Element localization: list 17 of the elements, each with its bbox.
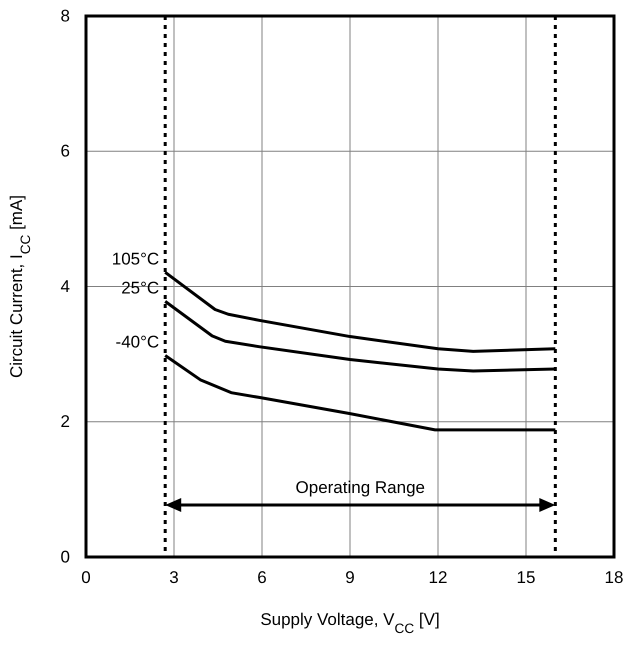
x-tick-label: 15	[516, 568, 536, 588]
series-label: -40°C	[116, 332, 160, 352]
x-axis-title: Supply Voltage, V$_{CC}$ [V]	[260, 610, 440, 636]
series-label: 105°C	[112, 249, 160, 268]
y-tick-label: 4	[60, 276, 70, 296]
x-tick-label: 9	[345, 568, 355, 588]
x-tick-label: 0	[81, 568, 91, 588]
series-label: 25°C	[121, 278, 160, 298]
y-tick-label: 8	[60, 6, 70, 26]
x-tick-label: 3	[169, 568, 179, 588]
y-tick-label: 0	[60, 547, 70, 566]
x-tick-label: 18	[604, 568, 624, 588]
y-tick-label: 2	[60, 412, 70, 432]
annotation: Operating Range	[296, 478, 426, 497]
x-tick-label: 6	[257, 568, 267, 588]
x-tick-label: 12	[428, 568, 448, 588]
y-tick-label: 6	[60, 142, 70, 161]
